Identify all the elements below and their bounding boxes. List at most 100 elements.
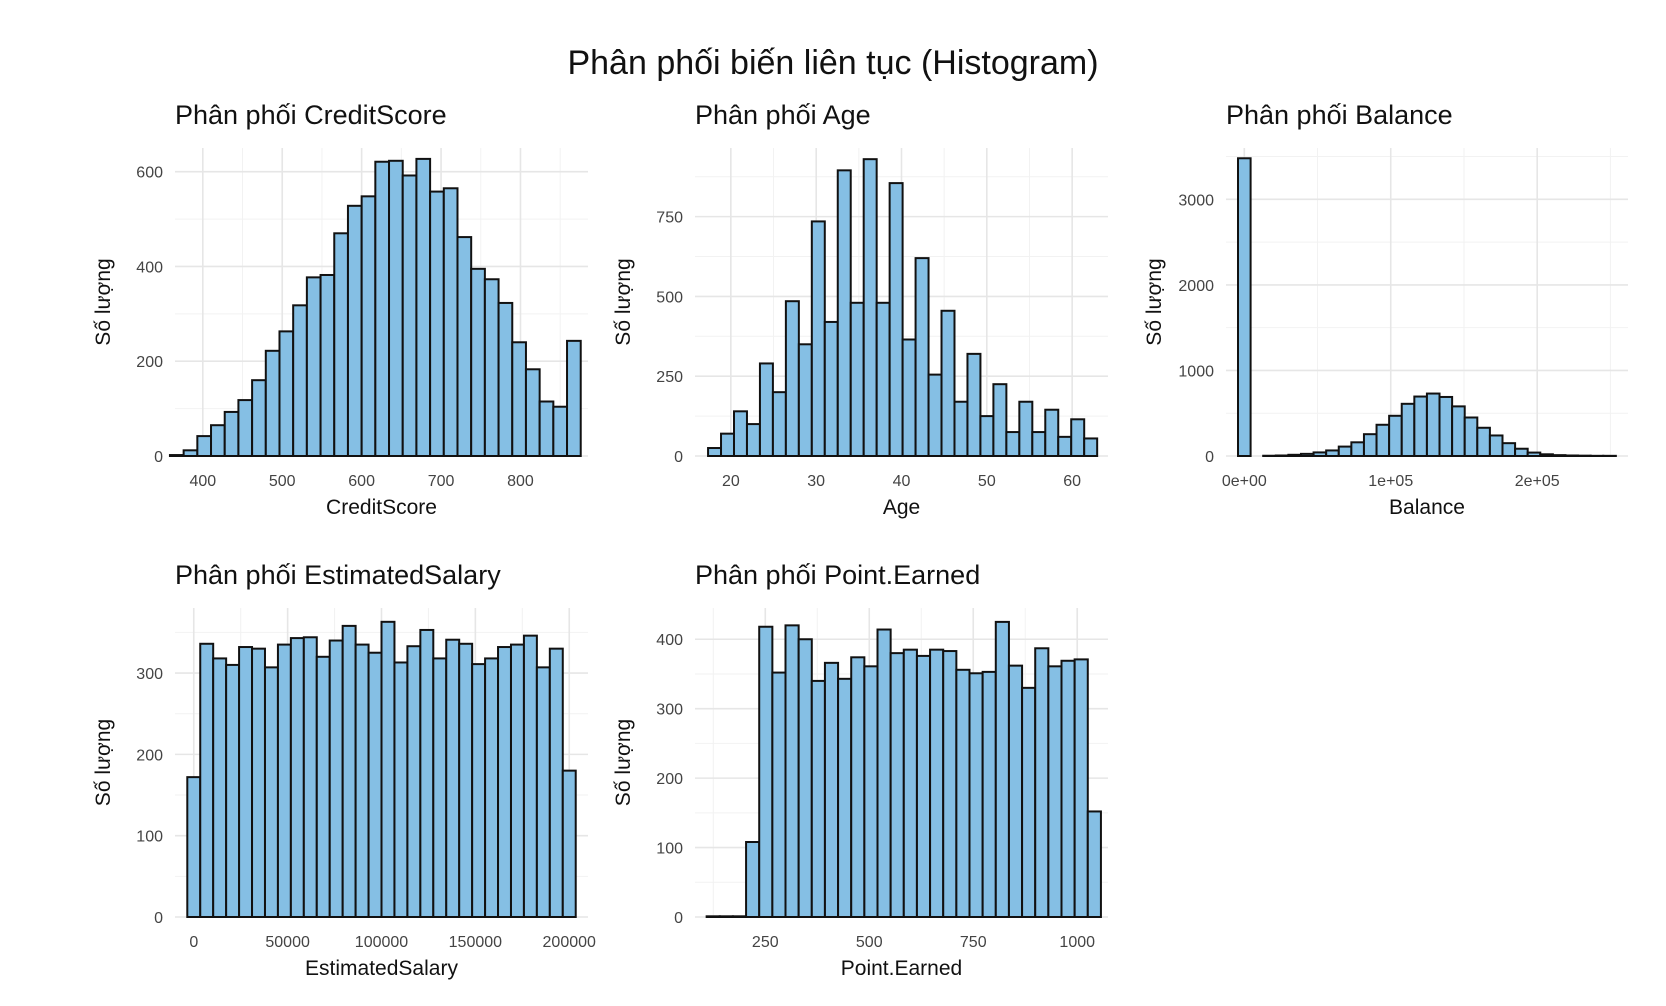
histogram-bar	[889, 652, 905, 918]
histogram-bar	[771, 671, 787, 918]
histogram-bar	[1413, 395, 1428, 457]
histogram-bar	[707, 447, 723, 457]
histogram-bar	[1044, 408, 1060, 458]
histogram-bar	[1501, 442, 1517, 457]
histogram-bar	[837, 677, 853, 918]
histogram-bar	[276, 643, 292, 918]
histogram-bar	[745, 841, 761, 918]
panel-title-age: Phân phối Age	[695, 100, 871, 130]
histogram-bar	[538, 400, 555, 457]
x-axis-label: Balance	[1389, 496, 1465, 519]
histogram-bar	[388, 159, 404, 457]
histogram-bar	[876, 628, 892, 918]
x-tick-label: 40	[893, 473, 911, 490]
panel-age: 20 30 40 50 60 0 250 500 750 Age Số lượng	[612, 148, 1108, 519]
y-tick-label: 100	[656, 841, 683, 858]
histogram-bar	[511, 341, 527, 457]
histogram-bar	[263, 666, 279, 919]
histogram-bar	[406, 645, 422, 919]
histogram-bar	[186, 776, 202, 918]
histogram-bar	[836, 169, 852, 457]
histogram-bar	[1325, 449, 1340, 458]
histogram-bar	[1388, 414, 1403, 457]
histogram-bar	[333, 232, 349, 457]
histogram-bar	[509, 643, 525, 918]
histogram-bar	[1463, 416, 1479, 457]
y-tick-label: 3000	[1178, 192, 1214, 209]
histogram-bar	[328, 639, 344, 918]
panel-title-pointearned: Phân phối Point.Earned	[695, 560, 981, 590]
y-tick-label: 1000	[1178, 363, 1214, 380]
x-tick-label: 20	[722, 473, 740, 490]
y-tick-label: 300	[136, 666, 163, 683]
histogram-bar	[212, 657, 228, 918]
histogram-bar	[1274, 454, 1290, 457]
histogram-bar	[1425, 392, 1441, 457]
histogram-bar	[705, 915, 721, 918]
histogram-bar	[456, 236, 473, 457]
histogram-bar	[182, 449, 199, 457]
x-tick-label: 750	[960, 934, 987, 951]
histogram-bar	[1031, 431, 1047, 457]
histogram-bar	[199, 642, 215, 918]
histogram-bar	[419, 628, 435, 918]
histogram-bar	[289, 637, 305, 918]
histogram-bar	[380, 620, 396, 918]
histogram-bar	[346, 204, 363, 457]
histogram-bar	[1237, 157, 1252, 457]
x-tick-label: 60	[1063, 473, 1081, 490]
histogram-bar	[1350, 441, 1365, 457]
y-tick-label: 400	[656, 632, 683, 649]
y-tick-label: 2000	[1178, 278, 1214, 295]
y-tick-label: 250	[656, 369, 683, 386]
x-axis-label: CreditScore	[326, 496, 437, 519]
histogram-bar	[302, 636, 318, 918]
histogram-bar	[992, 383, 1008, 457]
x-tick-label: 500	[269, 473, 296, 490]
y-tick-label: 500	[656, 289, 683, 306]
histogram-bar	[305, 276, 322, 457]
histogram-bar	[429, 190, 445, 457]
histogram-bar	[797, 343, 813, 458]
histogram-bar	[1018, 400, 1034, 458]
histogram-bar	[535, 666, 551, 919]
histogram-bar	[483, 278, 500, 457]
x-tick-label: 0e+00	[1222, 473, 1267, 490]
histogram-bar	[1564, 454, 1580, 457]
histogram-bar	[264, 349, 281, 457]
x-tick-label: 700	[428, 473, 455, 490]
histogram-bar	[745, 423, 761, 458]
histogram-bar	[771, 391, 787, 457]
histogram-bar	[940, 309, 956, 457]
histogram-bar	[1047, 665, 1063, 918]
histogram-bar	[210, 424, 226, 458]
x-tick-label: 400	[189, 473, 216, 490]
histogram-bar	[1007, 664, 1024, 919]
x-tick-label: 500	[856, 934, 883, 951]
histogram-bar	[292, 304, 308, 457]
histogram-bar	[1514, 447, 1529, 458]
histogram-bar	[168, 454, 185, 457]
histogram-bar	[942, 650, 958, 918]
y-tick-label: 0	[1205, 449, 1214, 466]
histogram-bar	[497, 301, 514, 457]
histogram-bar	[849, 301, 865, 457]
histogram-bar	[720, 432, 735, 457]
histogram-bar	[758, 625, 774, 918]
x-tick-label: 50000	[265, 934, 310, 951]
x-tick-label: 800	[507, 473, 534, 490]
histogram-bar	[823, 661, 840, 919]
x-axis-label: Age	[883, 496, 920, 519]
y-tick-label: 0	[154, 910, 163, 927]
histogram-bar	[1060, 659, 1076, 918]
y-axis-label: Số lượng	[92, 719, 115, 806]
x-axis-label: EstimatedSalary	[305, 957, 458, 980]
histogram-bar	[1539, 453, 1554, 457]
histogram-bar	[810, 679, 826, 918]
histogram-bar	[915, 654, 932, 918]
y-tick-label: 200	[136, 354, 163, 371]
histogram-bar	[718, 915, 734, 918]
histogram-bar	[1488, 434, 1504, 458]
histogram-bar	[953, 400, 969, 458]
histogram-bar	[251, 379, 267, 457]
